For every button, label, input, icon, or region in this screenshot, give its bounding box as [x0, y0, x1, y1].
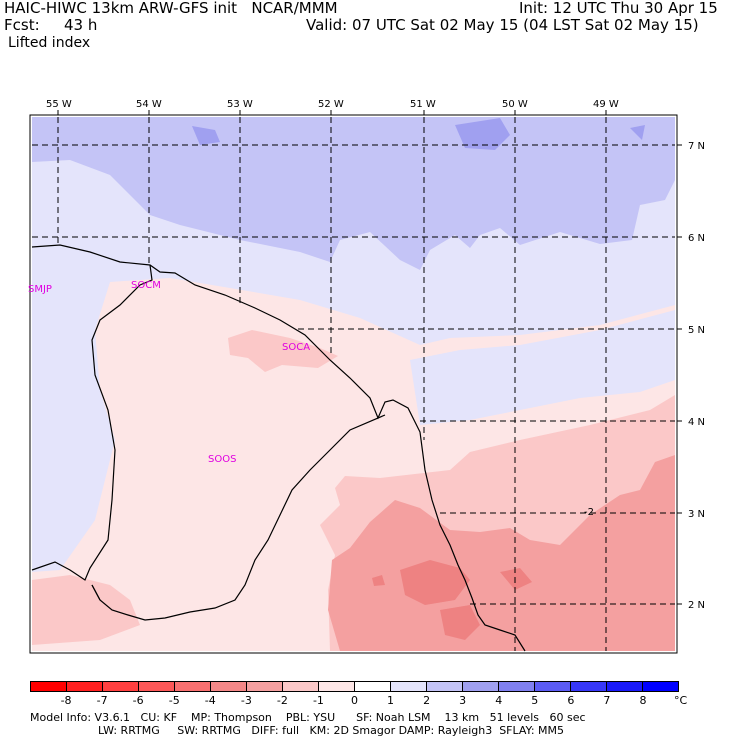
station-smjp: SMJP [28, 284, 52, 295]
colorbar-segment [103, 682, 139, 691]
colorbar-segment [139, 682, 175, 691]
colorbar-segment [211, 682, 247, 691]
fill-minus2-blob [228, 330, 338, 372]
lon-label-52w: 52 W [318, 99, 344, 110]
colorbar-segment [355, 682, 391, 691]
colorbar-tick-label: -2 [276, 694, 288, 707]
fill-minus4-b [440, 605, 480, 640]
colorbar-tick-label: 1 [387, 694, 395, 707]
lon-label-53w: 53 W [227, 99, 253, 110]
colorbar-tick-label: 7 [603, 694, 611, 707]
colorbar-tick-label: -4 [204, 694, 216, 707]
lon-label-54w: 54 W [136, 99, 162, 110]
colorbar-segment [643, 682, 678, 691]
lon-label-51w: 51 W [410, 99, 436, 110]
model-title: HAIC-HIWC 13km ARW-GFS init NCAR/MMM [4, 0, 338, 17]
station-soca: SOCA [282, 342, 310, 353]
colorbar-tick-label: -8 [60, 694, 72, 707]
colorbar-segment [427, 682, 463, 691]
field-name: Lifted index [8, 35, 91, 51]
colorbar-tick-label: 5 [531, 694, 539, 707]
coastline [31, 244, 526, 652]
lat-label-5n: 5 N [688, 325, 705, 336]
colorbar-tick-label: -3 [240, 694, 252, 707]
colorbar-tick-label: -1 [312, 694, 324, 707]
shading-layer [32, 117, 675, 651]
border-suriname-french-guiana [91, 414, 386, 621]
station-soos: SOOS [208, 454, 236, 465]
colorbar-tick-label: -6 [132, 694, 144, 707]
colorbar-tick-label: 0 [351, 694, 358, 707]
colorbar-unit: °C [674, 694, 688, 707]
forecast-hours: 43 h [64, 16, 98, 34]
fill-plus3-c [630, 125, 645, 140]
fill-plus2 [32, 117, 675, 270]
colorbar-tick-label: 4 [495, 694, 503, 707]
fill-minus3 [328, 455, 675, 651]
colorbar-segment [463, 682, 499, 691]
colorbar-segment [535, 682, 571, 691]
model-info-line1: Model Info: V3.6.1 CU: KF MP: Thompson P… [30, 711, 586, 724]
colorbar-tick-label: -5 [168, 694, 180, 707]
colorbar-segment [499, 682, 535, 691]
borders-layer [31, 244, 526, 652]
colorbar-tick-label: -7 [96, 694, 108, 707]
lat-label-4n: 4 N [688, 417, 705, 428]
colorbar-segment [247, 682, 283, 691]
graticule [32, 117, 675, 651]
fill-minus2-west [32, 575, 140, 645]
fill-plus3-b [192, 126, 220, 145]
lat-label-6n: 6 N [688, 233, 705, 244]
plot-frame [29, 114, 678, 654]
colorbar-tick-label: 6 [567, 694, 575, 707]
colorbar-segment [31, 682, 67, 691]
colorbar-segment [319, 682, 355, 691]
lat-label-7n: 7 N [688, 141, 705, 152]
lat-label-2n: 2 N [688, 600, 705, 611]
forecast-label: Fcst: [4, 16, 40, 34]
colorbar [30, 681, 679, 692]
colorbar-tick-label: 3 [459, 694, 467, 707]
fill-minus4-c [500, 568, 532, 590]
colorbar-tick-label: 2 [423, 694, 431, 707]
colorbar-labels: -8 -7 -6 -5 -4 -3 -2 -1 0 1 2 3 4 5 6 7 8 [0, 694, 740, 708]
fill-minus4-d [372, 575, 385, 586]
lat-label-3n: 3 N [688, 509, 705, 520]
colorbar-segment [571, 682, 607, 691]
colorbar-segment [607, 682, 643, 691]
lon-label-49w: 49 W [593, 99, 619, 110]
colorbar-segment [175, 682, 211, 691]
init-time: Init: 12 UTC Thu 30 Apr 15 [519, 0, 718, 17]
valid-time: Valid: 07 UTC Sat 02 May 15 (04 LST Sat … [306, 16, 699, 34]
frame-ticks [57, 110, 682, 605]
colorbar-segment [67, 682, 103, 691]
lon-label-50w: 50 W [502, 99, 528, 110]
colorbar-segment [283, 682, 319, 691]
fill-plus1-se [410, 310, 675, 425]
model-info-line2: LW: RRTMG SW: RRTMG DIFF: full KM: 2D Sm… [98, 724, 564, 737]
station-socm: SOCM [131, 280, 161, 291]
colorbar-tick-label: 8 [639, 694, 647, 707]
contour-label: -2 [584, 507, 594, 518]
border-south [91, 584, 101, 601]
fill-plus3-a [455, 118, 510, 150]
fill-plus1-west [32, 282, 115, 572]
fill-minus4-a [400, 560, 470, 605]
colorbar-segment [391, 682, 427, 691]
border-suriname-west [31, 264, 153, 581]
lon-label-55w: 55 W [46, 99, 72, 110]
